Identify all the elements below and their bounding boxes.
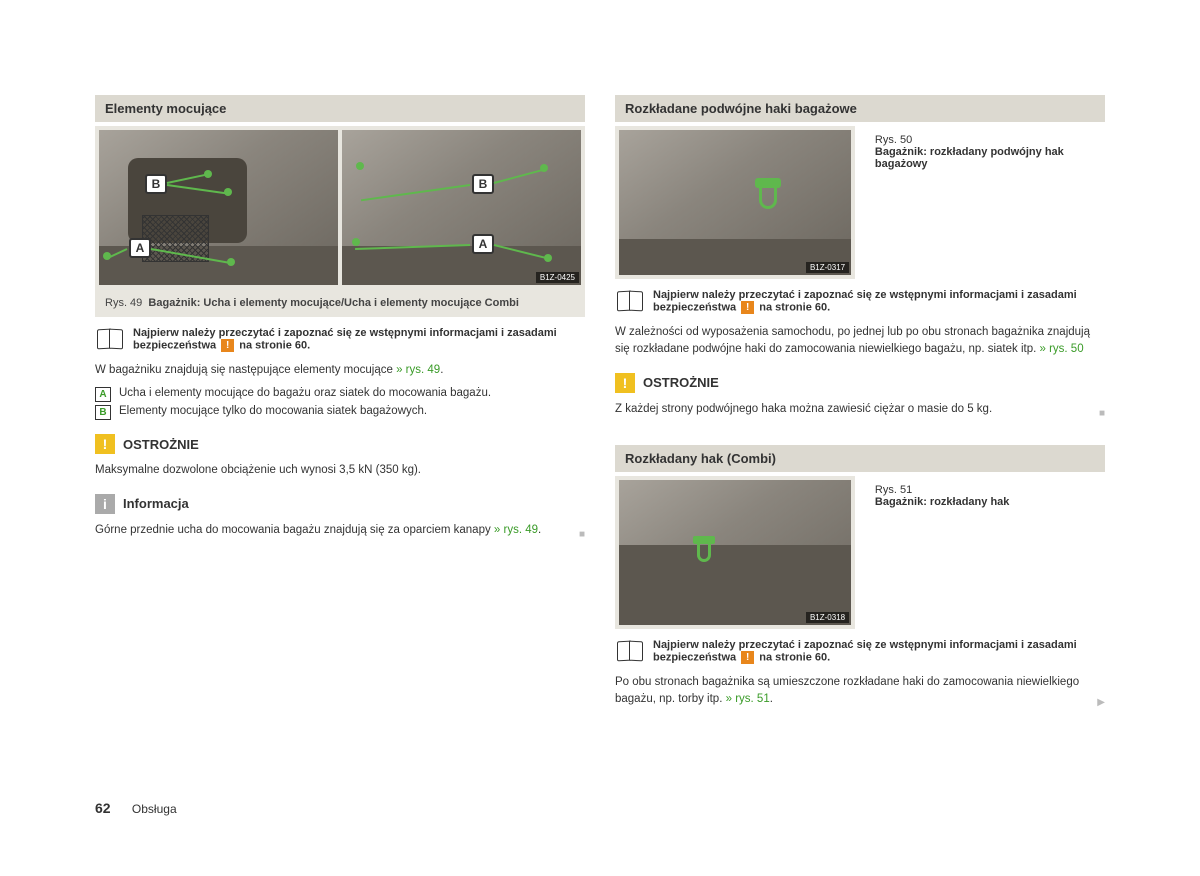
page-number: 62 <box>95 800 111 816</box>
figure-50: B1Z-0317 <box>615 126 855 279</box>
read-first-text: Najpierw należy przeczytać i zapoznać si… <box>653 639 1077 663</box>
footer-section: Obsługa <box>132 802 177 816</box>
caution-header: ! OSTROŻNIE <box>615 373 1105 393</box>
legend-key-b: B <box>95 405 111 420</box>
figure-50-row: B1Z-0317 Rys. 50 Bagażnik: rozkładany po… <box>615 126 1105 279</box>
read-first-page: na stronie 60. <box>236 339 310 351</box>
figure-49: B A B A <box>95 126 585 289</box>
figure-label-b2: B <box>472 174 494 194</box>
book-icon <box>615 289 643 311</box>
read-first-notice: Najpierw należy przeczytać i zapoznać si… <box>95 327 585 352</box>
figure-50-caption: Rys. 50 Bagażnik: rozkładany podwójny ha… <box>865 126 1105 178</box>
caution-icon: ! <box>615 373 635 393</box>
section-header-elementy: Elementy mocujące <box>95 95 585 122</box>
fig-ref-link[interactable]: » rys. 49 <box>396 364 440 376</box>
figure-label-a2: A <box>472 234 494 254</box>
section-header-hak-combi: Rozkładany hak (Combi) <box>615 445 1105 472</box>
fig-ref-link[interactable]: » rys. 49 <box>494 524 538 536</box>
read-first-notice: Najpierw należy przeczytać i zapoznać si… <box>615 289 1105 314</box>
read-first-page: na stronie 60. <box>756 651 830 663</box>
page-footer: 62 Obsługa <box>95 800 177 816</box>
right-column: Rozkładane podwójne haki bagażowe B1Z-03… <box>615 95 1105 716</box>
fig-ref-link[interactable]: » rys. 50 <box>1039 343 1083 355</box>
fig-ref-link[interactable]: » rys. 51 <box>726 693 770 705</box>
body-paragraph: W bagażniku znajdują się następujące ele… <box>95 362 585 379</box>
info-icon: i <box>95 494 115 514</box>
warning-icon: ! <box>221 339 234 352</box>
figure-label-a: A <box>129 238 151 258</box>
figure-49-caption: Rys. 49 Bagażnik: Ucha i elementy mocują… <box>95 289 585 317</box>
figure-id: B1Z-0425 <box>536 272 579 283</box>
caution-title: OSTROŻNIE <box>643 375 719 390</box>
read-first-notice: Najpierw należy przeczytać i zapoznać si… <box>615 639 1105 664</box>
caution-text: Z każdej strony podwójnego haka można za… <box>615 401 1105 421</box>
body-paragraph: Po obu stronach bagażnika są umieszczone… <box>615 674 1105 709</box>
read-first-text: Najpierw należy przeczytać i zapoznać si… <box>133 327 557 351</box>
legend-text: Elementy mocujące tylko do mocowania sia… <box>119 405 427 417</box>
figure-51-caption: Rys. 51 Bagażnik: rozkładany hak <box>865 476 1105 516</box>
continue-mark: ▶ <box>1097 695 1105 710</box>
info-header: i Informacja <box>95 494 585 514</box>
hook-shape <box>759 185 777 209</box>
section-header-haki: Rozkładane podwójne haki bagażowe <box>615 95 1105 122</box>
hook-shape <box>697 542 711 562</box>
caution-header: ! OSTROŻNIE <box>95 434 585 454</box>
figure-caption-text: Bagażnik: Ucha i elementy mocujące/Ucha … <box>148 297 518 309</box>
figure-id: B1Z-0317 <box>806 262 849 273</box>
figure-caption-text: Bagażnik: rozkładany podwójny hak bagażo… <box>875 146 1064 170</box>
legend-row-b: B Elementy mocujące tylko do mocowania s… <box>95 405 585 420</box>
read-first-text: Najpierw należy przeczytać i zapoznać si… <box>653 289 1077 313</box>
figure-label-b: B <box>145 174 167 194</box>
figure-id: B1Z-0318 <box>806 612 849 623</box>
caution-title: OSTROŻNIE <box>123 437 199 452</box>
caution-text: Maksymalne dozwolone obciążenie uch wyno… <box>95 462 585 479</box>
info-text: Górne przednie ucha do mocowania bagażu … <box>95 522 585 542</box>
book-icon <box>95 327 123 349</box>
page-content: Elementy mocujące B A <box>95 95 1105 716</box>
figure-50-image: B1Z-0317 <box>619 130 851 275</box>
figure-49-image-right: B A B1Z-0425 <box>342 130 581 285</box>
figure-51-row: B1Z-0318 Rys. 51 Bagażnik: rozkładany ha… <box>615 476 1105 629</box>
book-icon <box>615 639 643 661</box>
legend-key-a: A <box>95 387 111 402</box>
figure-49-image-left: B A <box>99 130 338 285</box>
figure-caption-text: Bagażnik: rozkładany hak <box>875 496 1010 508</box>
info-title: Informacja <box>123 496 189 511</box>
body-paragraph: W zależności od wyposażenia samochodu, p… <box>615 324 1105 359</box>
read-first-page: na stronie 60. <box>756 301 830 313</box>
warning-icon: ! <box>741 301 754 314</box>
legend-text: Ucha i elementy mocujące do bagażu oraz … <box>119 387 491 399</box>
warning-icon: ! <box>741 651 754 664</box>
caution-icon: ! <box>95 434 115 454</box>
figure-51-image: B1Z-0318 <box>619 480 851 625</box>
figure-51: B1Z-0318 <box>615 476 855 629</box>
legend-row-a: A Ucha i elementy mocujące do bagażu ora… <box>95 387 585 402</box>
left-column: Elementy mocujące B A <box>95 95 585 716</box>
